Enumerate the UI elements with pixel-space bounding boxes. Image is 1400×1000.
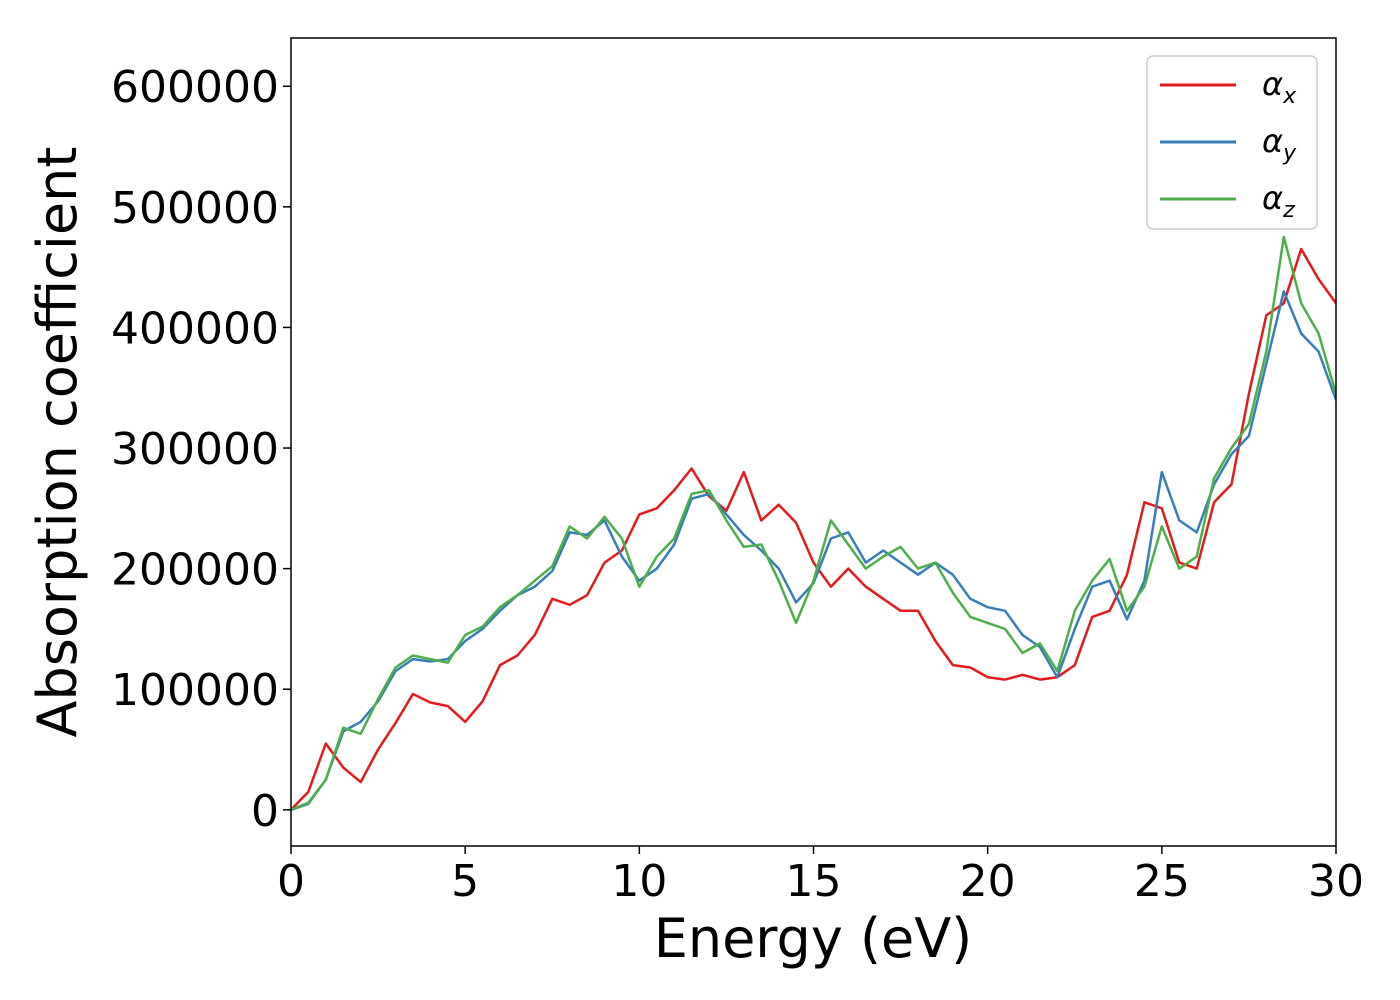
legend: αx αy αz — [1146, 55, 1318, 230]
y-tick-label: 100000 — [111, 665, 279, 716]
y-tick-label: 400000 — [111, 303, 279, 354]
y-tick-label: 200000 — [111, 545, 279, 596]
x-axis: 0 5 10 15 20 25 30 — [277, 846, 1364, 907]
y-axis: 0 100000 200000 300000 400000 500000 600000 — [111, 62, 291, 837]
x-tick-label: 5 — [451, 856, 479, 907]
x-tick-label: 30 — [1308, 856, 1364, 907]
series-line-y — [291, 290, 1336, 811]
x-tick-label: 20 — [960, 856, 1016, 907]
y-tick-label: 500000 — [111, 183, 279, 234]
y-tick-label: 0 — [251, 786, 279, 837]
legend-label-x: αx — [1262, 65, 1297, 109]
x-tick-label: 15 — [786, 856, 842, 907]
series-line-z — [291, 235, 1336, 811]
y-tick-label: 300000 — [111, 424, 279, 475]
x-tick-label: 0 — [277, 856, 305, 907]
legend-label-z: αz — [1262, 179, 1295, 223]
x-tick-label: 10 — [611, 856, 667, 907]
series-line-x — [291, 247, 1336, 811]
plot-area — [291, 235, 1336, 811]
x-tick-label: 25 — [1134, 856, 1190, 907]
y-tick-label: 600000 — [111, 62, 279, 113]
y-axis-label: Absorption coefficient — [26, 147, 89, 738]
x-axis-label: Energy (eV) — [654, 907, 973, 970]
legend-label-y: αy — [1262, 122, 1297, 166]
